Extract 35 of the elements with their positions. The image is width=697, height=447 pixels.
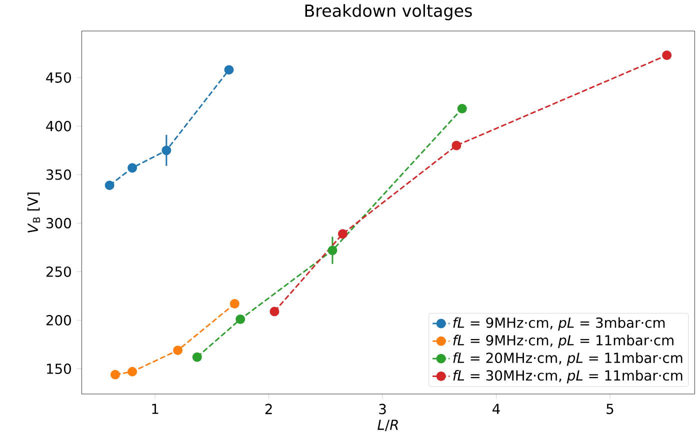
y-tick-label: 250: [46, 266, 71, 277]
chart-title: Breakdown voltages: [305, 4, 472, 20]
y-tick-label: 300: [46, 218, 71, 228]
point: [457, 104, 467, 114]
legend-label: fL = 9MHz·cm, pL = 3mbar·cm: [453, 317, 665, 331]
y-tick-label: 450: [46, 72, 71, 83]
point: [128, 366, 138, 376]
point: [662, 50, 672, 60]
x-tick-label: 5: [606, 404, 614, 414]
legend-label: fL = 30MHz·cm, pL = 11mbar·cm: [453, 370, 682, 384]
legend-label: fL = 20MHz·cm, pL = 11mbar·cm: [453, 352, 682, 366]
point: [236, 314, 246, 324]
point: [230, 298, 240, 308]
y-tick-label: 200: [46, 314, 71, 326]
point: [452, 140, 462, 150]
point: [338, 229, 348, 239]
x-tick-label: 1: [152, 404, 158, 414]
point: [104, 180, 114, 190]
y-tick-label: 150: [46, 364, 71, 374]
point: [110, 370, 120, 380]
legend-label: fL = 9MHz·cm, pL = 11mbar·cm: [453, 334, 674, 348]
x-tick-label: 3: [379, 404, 386, 414]
point: [328, 246, 338, 256]
y-tick-label: 350: [46, 169, 71, 180]
point: [270, 306, 280, 316]
point: [162, 146, 172, 156]
y-axis-title: V$_{B}$ [V]: [27, 192, 40, 232]
y-tick-label: 400: [46, 120, 71, 132]
point: [173, 346, 183, 356]
x-axis-title: L/R: [378, 420, 398, 432]
point: [224, 65, 234, 75]
point: [128, 163, 138, 173]
x-tick-label: 2: [265, 404, 272, 414]
x-tick-label: 4: [492, 404, 500, 414]
point: [192, 352, 202, 362]
